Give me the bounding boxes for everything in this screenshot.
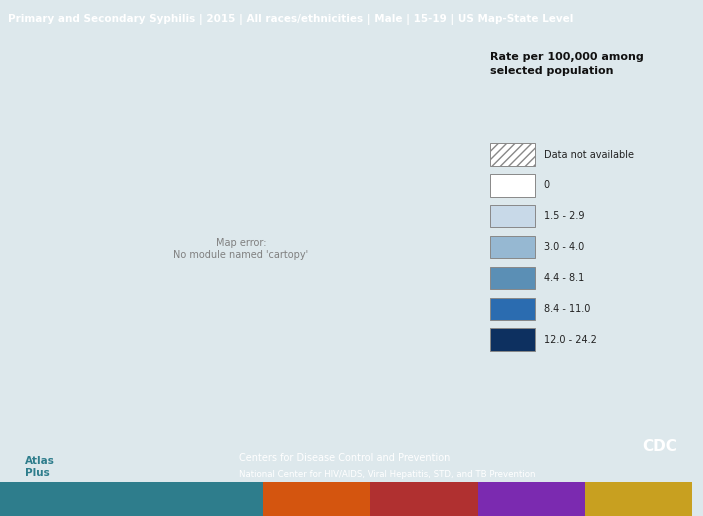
Text: Map error:
No module named 'cartopy': Map error: No module named 'cartopy' xyxy=(173,238,309,260)
Bar xyxy=(490,143,536,166)
Bar xyxy=(490,298,536,320)
Text: 12.0 - 24.2: 12.0 - 24.2 xyxy=(544,334,597,345)
Text: Plus: Plus xyxy=(25,467,50,478)
Bar xyxy=(490,236,536,258)
Bar xyxy=(490,205,536,228)
Bar xyxy=(208,482,263,516)
Text: 1.5 - 2.9: 1.5 - 2.9 xyxy=(544,211,584,221)
Text: 0: 0 xyxy=(544,181,550,190)
Text: Atlas: Atlas xyxy=(25,456,55,466)
Bar xyxy=(585,482,692,516)
Bar xyxy=(0,482,208,516)
Text: National Center for HIV/AIDS, Viral Hepatitis, STD, and TB Prevention: National Center for HIV/AIDS, Viral Hepa… xyxy=(239,470,536,479)
Text: 8.4 - 11.0: 8.4 - 11.0 xyxy=(544,304,590,314)
Bar xyxy=(370,482,478,516)
Text: Primary and Secondary Syphilis | 2015 | All races/ethnicities | Male | 15-19 | U: Primary and Secondary Syphilis | 2015 | … xyxy=(8,14,574,25)
Bar xyxy=(490,174,536,197)
Text: 3.0 - 4.0: 3.0 - 4.0 xyxy=(544,242,584,252)
Text: Rate per 100,000 among
selected population: Rate per 100,000 among selected populati… xyxy=(490,53,644,76)
Bar xyxy=(263,482,370,516)
Text: Data not available: Data not available xyxy=(544,150,634,159)
Bar xyxy=(478,482,585,516)
Text: CDC: CDC xyxy=(642,439,677,454)
Text: 4.4 - 8.1: 4.4 - 8.1 xyxy=(544,273,584,283)
Bar xyxy=(490,267,536,289)
Text: Centers for Disease Control and Prevention: Centers for Disease Control and Preventi… xyxy=(239,453,451,463)
Bar xyxy=(490,329,536,351)
